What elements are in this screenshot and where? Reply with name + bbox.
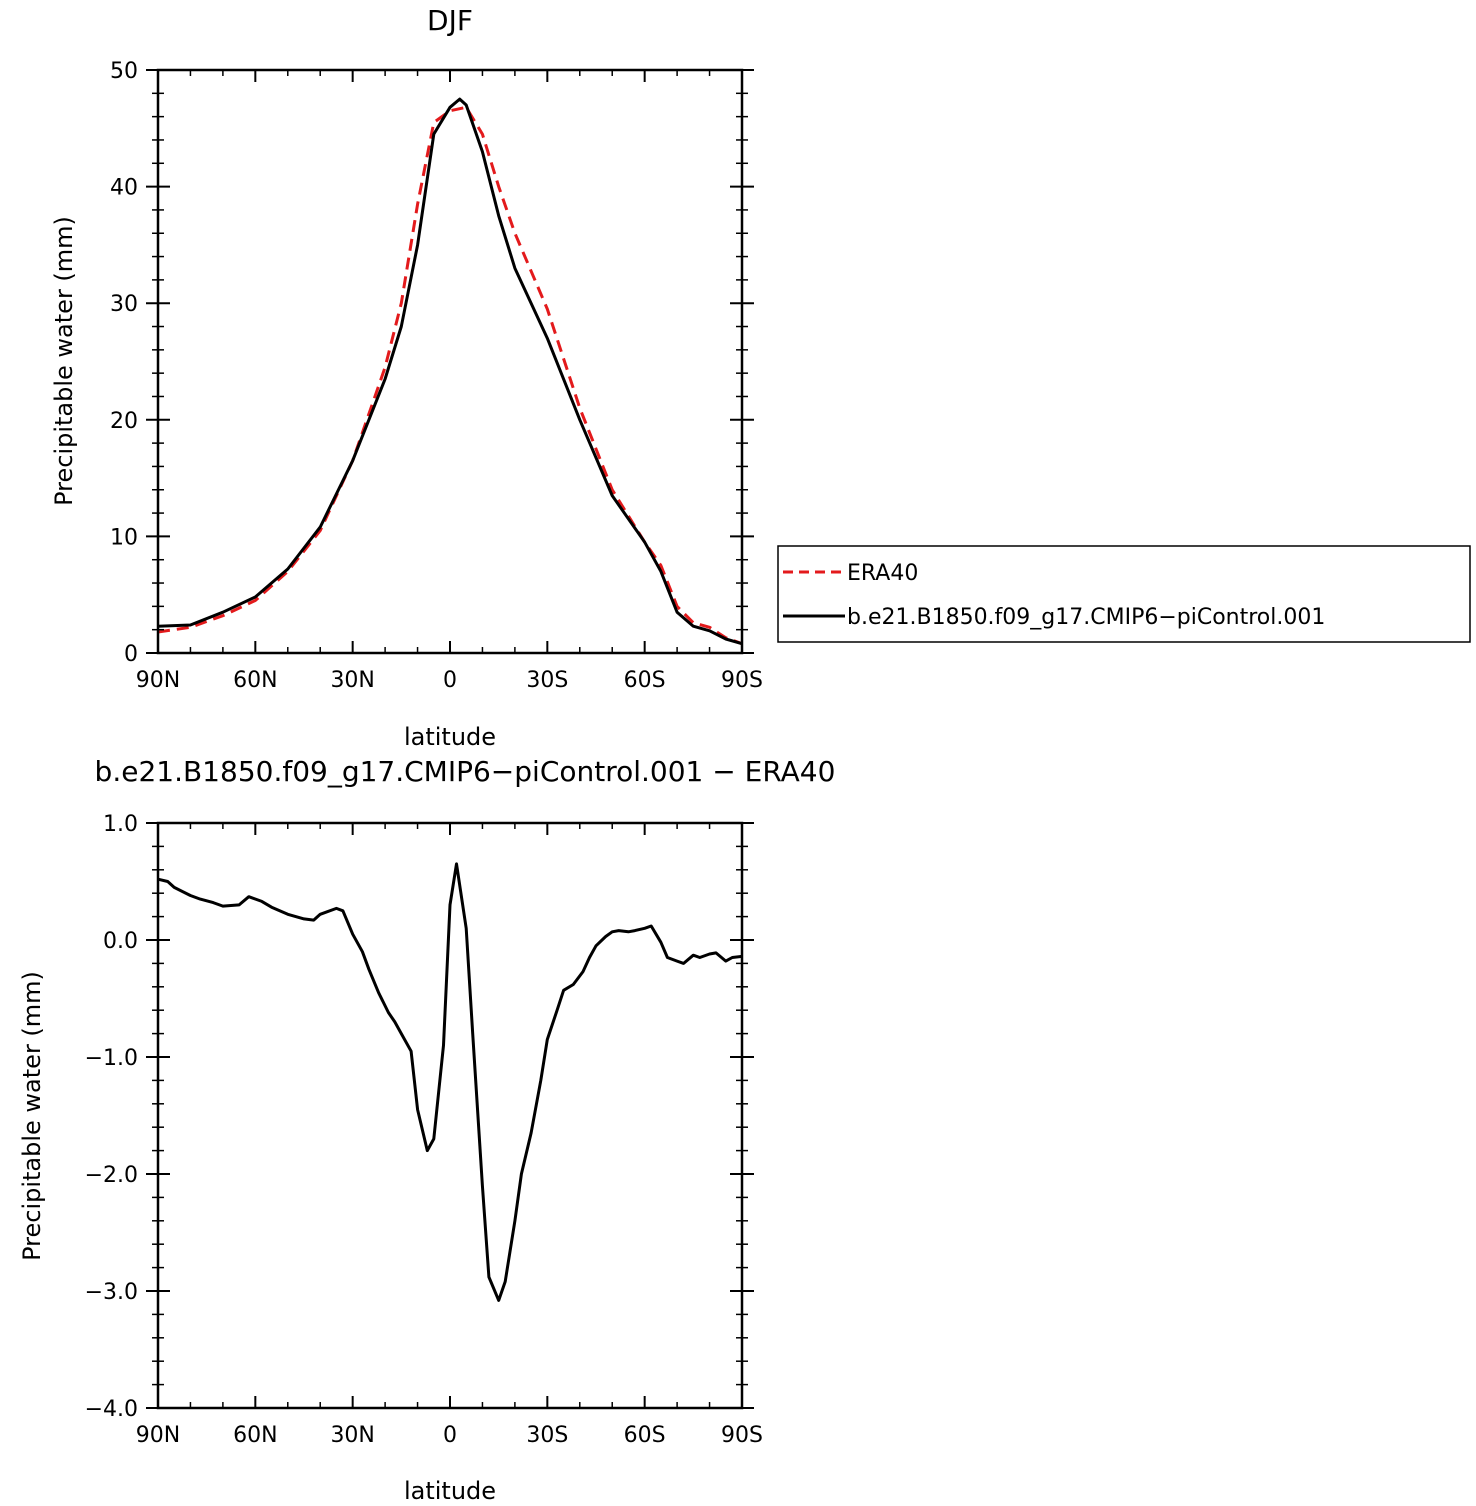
- top-plot-title: DJF: [427, 4, 473, 37]
- bottom-xtick-label: 90S: [721, 1423, 763, 1448]
- bottom-series-line-0: [157, 862, 743, 1302]
- top-ytick-label: 0: [124, 642, 138, 667]
- top-xtick-label: 30N: [330, 668, 374, 693]
- bottom-xtick-label: 30N: [330, 1423, 374, 1448]
- top-xtick-label: 0: [443, 668, 457, 693]
- top-ytick-label: 10: [110, 525, 138, 550]
- legend-label-era40: ERA40: [847, 561, 918, 586]
- top-y-axis-title: Precipitable water (mm): [50, 216, 78, 506]
- legend-label-model: b.e21.B1850.f09_g17.CMIP6−piControl.001: [847, 605, 1325, 630]
- bottom-ytick-label: −1.0: [85, 1046, 138, 1071]
- top-ytick-label: 20: [110, 409, 138, 434]
- bottom-ytick-label: 0.0: [103, 929, 138, 954]
- top-ytick-label: 50: [110, 59, 138, 84]
- top-xtick-label: 90N: [136, 668, 180, 693]
- top-plot-frame: [156, 68, 744, 655]
- bottom-panel: b.e21.B1850.f09_g17.CMIP6−piControl.001 …: [18, 755, 835, 1505]
- bottom-ytick-label: −3.0: [85, 1280, 138, 1305]
- bottom-plot-title: b.e21.B1850.f09_g17.CMIP6−piControl.001 …: [95, 755, 836, 788]
- top-ytick-label: 40: [110, 176, 138, 201]
- bottom-series-group: [157, 862, 743, 1302]
- bottom-ytick-label: −2.0: [85, 1163, 138, 1188]
- bottom-xtick-label: 90N: [136, 1423, 180, 1448]
- top-ticks: 90N 60N 30N 0 30S 60S 90S 0 10 20 30 40 50: [110, 59, 763, 693]
- top-xtick-label: 90S: [721, 668, 763, 693]
- bottom-xtick-label: 60S: [624, 1423, 666, 1448]
- top-panel: DJF 90N 60N 30N 0 30S 60S 90S 0 10 20 30 40 50 latit…: [50, 4, 1471, 751]
- top-xtick-label: 60S: [624, 668, 666, 693]
- top-series-group: [157, 97, 743, 646]
- top-series-line-1: [157, 97, 743, 646]
- top-xtick-label: 60N: [233, 668, 277, 693]
- top-xtick-label: 30S: [526, 668, 568, 693]
- top-ytick-label: 30: [110, 292, 138, 317]
- legend: ERA40 b.e21.B1850.f09_g17.CMIP6−piContro…: [777, 545, 1471, 643]
- bottom-xtick-label: 0: [443, 1423, 457, 1448]
- bottom-ytick-label: −4.0: [85, 1397, 138, 1422]
- top-x-axis-title: latitude: [404, 723, 496, 751]
- top-series-line-0: [157, 105, 743, 646]
- bottom-ytick-label: 1.0: [103, 812, 138, 837]
- bottom-xtick-label: 60N: [233, 1423, 277, 1448]
- bottom-ticks: 90N 60N 30N 0 30S 60S 90S 1.0 0.0 −1.0 −2.0 −3.0 −4.…: [85, 812, 763, 1448]
- legend-box: [777, 545, 1471, 643]
- bottom-xtick-label: 30S: [526, 1423, 568, 1448]
- bottom-x-axis-title: latitude: [404, 1477, 496, 1505]
- bottom-y-axis-title: Precipitable water (mm): [18, 971, 46, 1261]
